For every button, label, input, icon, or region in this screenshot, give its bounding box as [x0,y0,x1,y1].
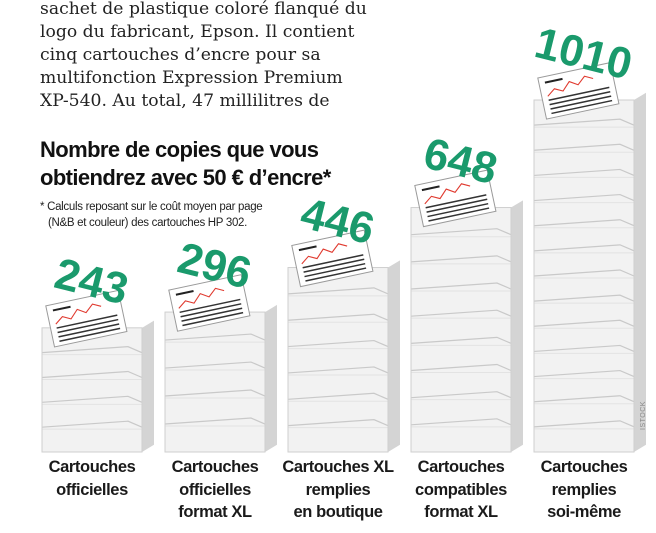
printed-page-icon [414,169,497,228]
paper-stack-5: 1010 [530,18,646,453]
paper-stack-2: 296 [164,233,277,453]
printed-page-icon [537,62,620,120]
category-label-line: Cartouches [48,458,136,476]
paper-stack-4: 648 [410,129,523,453]
category-label: Cartouches remplies soi-même [522,456,646,524]
article-line: sachet de plastique coloré flanqué du [40,0,367,19]
photo-credit: ISTOCK [640,401,647,430]
article-line: XP-540. Au total, 47 millilitres de [40,91,330,111]
paper-stack-3: 446 [287,189,400,453]
category-label-line: officielles [56,480,128,499]
footnote-line-2: (N&B et couleur) des cartouches HP 302. [48,217,248,229]
chart-title: Nombre de copies que vous obtiendrez ave… [40,136,331,192]
category-label: Cartouches officielles format XL [153,456,277,524]
category-label: Cartouches XL remplies en boutique [276,456,400,524]
category-label-line: soi-même [547,503,621,521]
category-label-line: format XL [424,503,498,521]
category-label-line: Cartouches [540,458,628,476]
category-label-line: remplies [305,480,371,499]
article-line: cinq cartouches d’encre pour sa [40,45,321,65]
category-label-line: compatibles [415,480,507,499]
article-text: sachet de plastique coloré flanqué du lo… [40,0,367,113]
footnote-line-1: * Calculs reposant sur le coût moyen par… [40,201,263,213]
article-line: multifonction Expression Premium [40,68,343,88]
category-label-line: en boutique [293,503,383,521]
printed-page-icon [168,274,251,332]
category-label: Cartouches compatibles format XL [399,456,523,524]
category-label-line: Cartouches XL [282,458,394,476]
category-label-line: remplies [551,480,617,499]
printed-page-icon [45,289,128,348]
printed-page-icon [291,229,374,288]
category-label-line: officielles [179,480,251,499]
chart-title-line-2: obtiendrez avec 50 € d’encre* [40,165,331,190]
category-label: Cartouches officielles [30,456,154,501]
paper-stack-1: 243 [41,249,154,453]
category-label-line: Cartouches [171,458,259,476]
category-label-line: format XL [178,503,252,521]
category-label-line: Cartouches [417,458,505,476]
chart-title-line-1: Nombre de copies que vous [40,137,319,162]
chart-footnote: * Calculs reposant sur le coût moyen par… [40,199,263,231]
article-line: logo du fabricant, Epson. Il contient [40,22,355,42]
